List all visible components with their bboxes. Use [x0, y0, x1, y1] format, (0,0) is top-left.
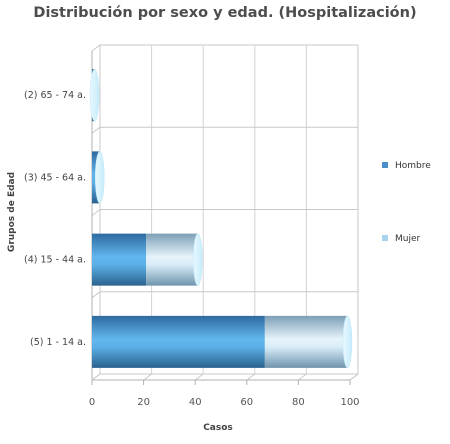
- floor-gridline: [246, 373, 256, 381]
- x-tick-label: 80: [292, 397, 305, 408]
- legend-swatch-hombre: [382, 162, 388, 168]
- x-axis-title: Casos: [203, 423, 233, 433]
- bar-mujer: [264, 315, 348, 368]
- x-tick-label: 20: [137, 397, 150, 408]
- x-tick-label: 0: [89, 397, 95, 408]
- legend-label-hombre: Hombre: [395, 161, 431, 171]
- y-tick-label: (3) 45 - 64 a.: [24, 172, 86, 183]
- bar-end-cap: [89, 68, 100, 122]
- y-tick-label: (4) 15 - 44 a.: [24, 255, 86, 266]
- legend-swatch-mujer: [382, 235, 388, 241]
- category-separator-side: [91, 291, 101, 299]
- y-tick-label: (2) 65 - 74 a.: [24, 90, 86, 101]
- floor-gridline: [194, 373, 204, 381]
- category-separator-side: [91, 126, 101, 134]
- x-tick-label: 40: [189, 397, 202, 408]
- x-tick-label: 100: [340, 397, 359, 408]
- legend-label-mujer: Mujer: [395, 234, 421, 244]
- floor-gridline: [143, 373, 152, 381]
- y-tick-label: (5) 1 - 14 a.: [30, 337, 86, 348]
- floor-gridline: [91, 373, 101, 381]
- floor-gridline: [298, 373, 307, 381]
- bar-end-cap: [193, 233, 203, 286]
- chart-title: Distribución por sexo y edad. (Hospitali…: [33, 5, 417, 21]
- left-wall-top: [91, 44, 101, 52]
- category-separator-side: [91, 209, 101, 216]
- bar-hombre: [92, 315, 265, 368]
- bar-end-cap: [94, 151, 105, 204]
- bar-mujer: [146, 233, 198, 286]
- y-axis-title: Grupos de Edad: [7, 172, 17, 252]
- floor-gridline: [349, 373, 359, 381]
- bar-end-cap: [342, 315, 353, 369]
- bar-hombre: [92, 233, 147, 286]
- x-tick-label: 60: [240, 397, 253, 408]
